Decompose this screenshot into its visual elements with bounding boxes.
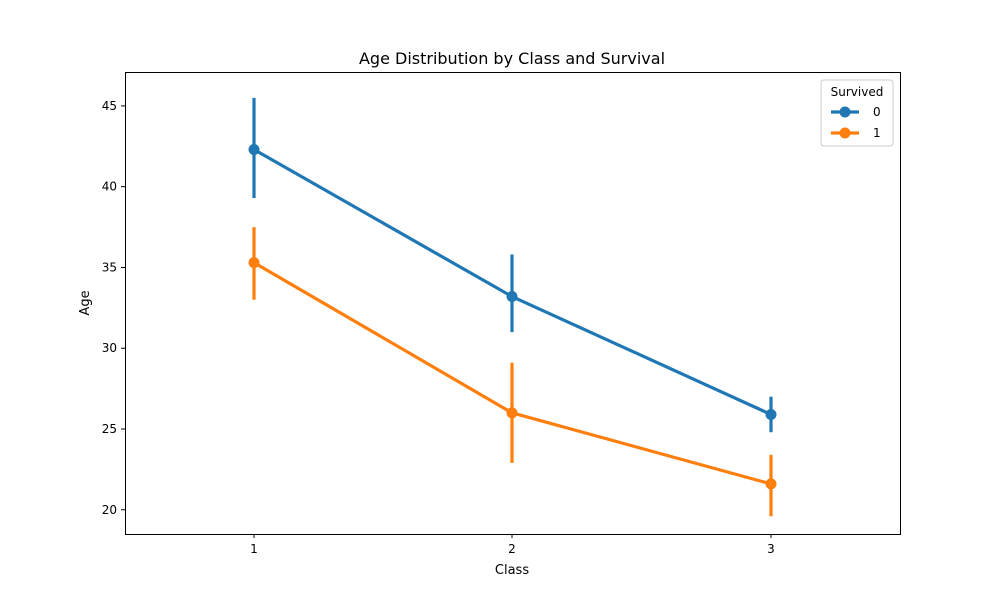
chart-title: Age Distribution by Class and Survival: [359, 49, 665, 68]
y-tick-label: 45: [102, 99, 117, 113]
legend-swatch-marker: [839, 127, 851, 139]
y-tick-label: 30: [102, 341, 117, 355]
legend-label: 0: [873, 105, 881, 119]
data-point: [506, 407, 518, 419]
legend: Survived 01: [820, 79, 894, 147]
y-tick-label: 25: [102, 422, 117, 436]
x-tick-label: 3: [767, 542, 775, 556]
y-tick-label: 35: [102, 260, 117, 274]
y-axis-label: Age: [78, 290, 93, 315]
data-point: [765, 478, 777, 490]
series-1: [248, 227, 777, 517]
x-axis-label: Class: [495, 563, 529, 578]
data-point: [248, 144, 260, 156]
plot-frame: [125, 72, 901, 535]
data-point: [765, 408, 777, 420]
x-tick-label: 1: [250, 542, 258, 556]
legend-title: Survived: [831, 85, 884, 99]
axis-ticks: 20 25 30 35 40 45 1 2 3: [102, 99, 775, 556]
plot-area: [248, 97, 777, 517]
x-tick-label: 2: [508, 542, 516, 556]
data-point: [506, 291, 518, 303]
legend-swatch-marker: [839, 106, 851, 118]
data-point: [248, 257, 260, 269]
series-0: [248, 97, 777, 433]
y-tick-label: 40: [102, 180, 117, 194]
legend-entry-1: 1: [831, 126, 881, 140]
y-tick-label: 20: [102, 503, 117, 517]
legend-label: 1: [873, 126, 881, 140]
legend-entry-0: 0: [831, 105, 881, 119]
legend-entries: 01: [831, 105, 881, 140]
